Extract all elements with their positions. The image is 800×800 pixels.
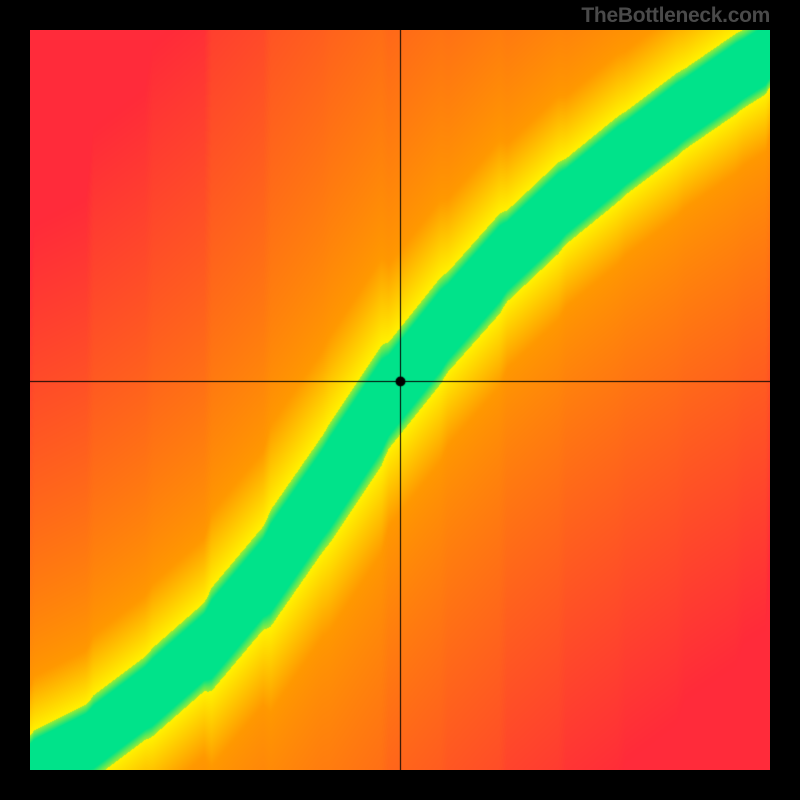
heatmap-plot (30, 30, 770, 770)
watermark-text: TheBottleneck.com (581, 4, 770, 28)
heatmap-canvas (30, 30, 770, 770)
